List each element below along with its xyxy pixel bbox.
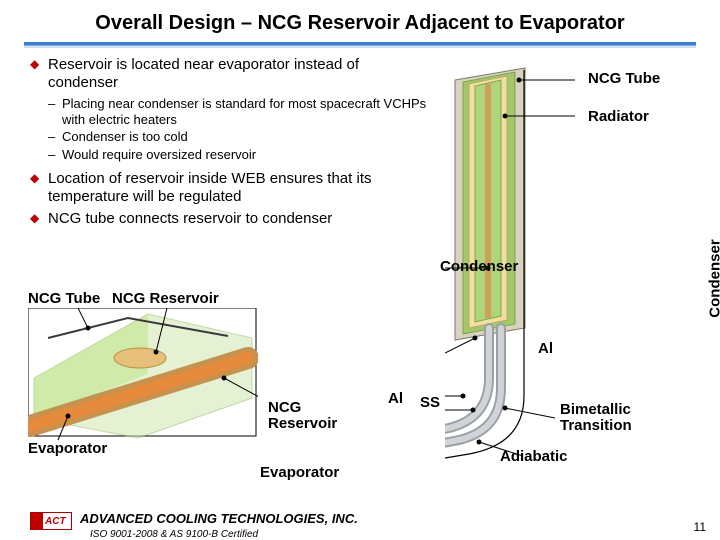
label-al-mid: Al bbox=[538, 340, 553, 357]
bullet-1a: Placing near condenser is standard for m… bbox=[48, 96, 430, 127]
footer-company: ADVANCED COOLING TECHNOLOGIES, INC. bbox=[80, 511, 358, 526]
slide-title: Overall Design – NCG Reservoir Adjacent … bbox=[0, 12, 720, 35]
label-ncg-tube-left: NCG Tube bbox=[28, 290, 100, 307]
reservoir-inset bbox=[28, 308, 258, 458]
bullet-1c: Would require oversized reservoir bbox=[48, 147, 430, 163]
company-logo: ACT bbox=[30, 512, 72, 530]
label-ss: SS bbox=[420, 394, 440, 411]
page-number: 11 bbox=[694, 520, 706, 534]
title-divider bbox=[24, 42, 696, 48]
label-condenser-vertical: Condenser bbox=[707, 219, 720, 339]
label-ncg-tube: NCG Tube bbox=[588, 70, 660, 87]
label-condenser-mid: Condenser bbox=[440, 258, 518, 275]
bullet-1b: Condenser is too cold bbox=[48, 129, 430, 145]
bullet-3: NCG tube connects reservoir to condenser bbox=[30, 210, 430, 228]
label-radiator: Radiator bbox=[588, 108, 649, 125]
label-ncg-reservoir-mid: NCG Reservoir bbox=[268, 400, 358, 432]
bullet-1: Reservoir is located near evaporator ins… bbox=[30, 56, 430, 92]
label-ncg-reservoir-left: NCG Reservoir bbox=[112, 290, 219, 307]
label-adiabatic: Adiabatic bbox=[500, 448, 568, 465]
label-bimetallic: Bimetallic Transition bbox=[560, 402, 670, 434]
bullet-content: Reservoir is located near evaporator ins… bbox=[30, 56, 430, 232]
label-al-lower: Al bbox=[388, 390, 403, 407]
label-evaporator-right: Evaporator bbox=[260, 464, 339, 481]
footer-certification: ISO 9001-2008 & AS 9100-B Certified bbox=[90, 529, 258, 540]
bullet-2: Location of reservoir inside WEB ensures… bbox=[30, 170, 430, 206]
